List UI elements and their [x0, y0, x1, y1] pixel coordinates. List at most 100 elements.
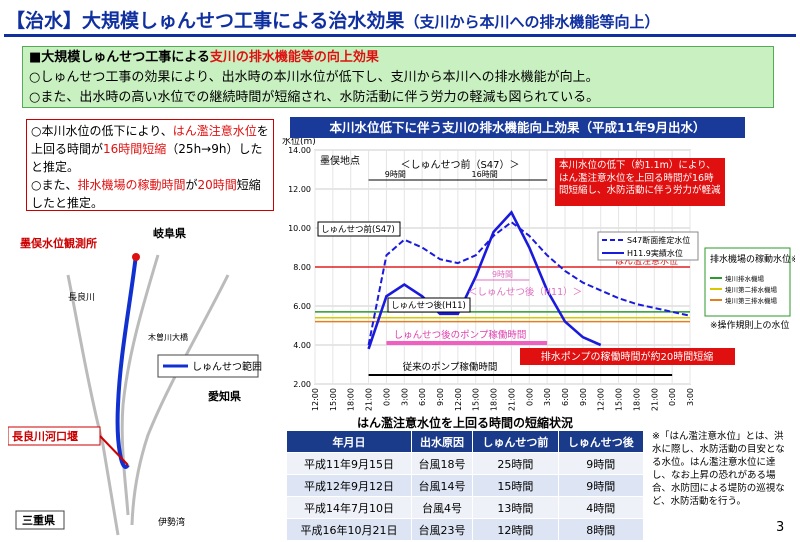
text: ○本川水位の低下により、 [31, 124, 173, 138]
x-tick-label: 12:00 [311, 388, 320, 411]
x-tick-label: 12:00 [597, 388, 606, 411]
summary-line: ○しゅんせつ工事の効果により、出水時の本川水位が低下し、支川から本川への排水機能… [29, 70, 599, 85]
x-tick-label: 18:00 [347, 388, 356, 411]
series-line [367, 220, 691, 346]
table-row: 平成11年9月15日 台風18号 25時間 9時間 [286, 452, 645, 475]
map-label: 木曽川大橋 [148, 332, 188, 342]
map-label: 三重県 [22, 513, 55, 527]
legend-label: 境川第三排水機場 [725, 296, 778, 305]
summary-line: ○また、出水時の高い水位での継続時間が短縮され、水防活動に伴う労力の軽減も図られ… [29, 90, 600, 105]
annotation: 9時間 [492, 270, 513, 279]
map-label: 長良川河口堰 [12, 429, 78, 443]
annotation: しゅんせつ後のポンプ稼働時間 [394, 329, 527, 341]
header-cell: 出水原因 [410, 430, 474, 453]
series-line [367, 210, 602, 350]
annotation: しゅんせつ前(S47) [321, 224, 395, 235]
x-tick-label: 3:00 [400, 388, 409, 406]
title-main: 【治水】大規模しゅんせつ工事による治水効果 [6, 10, 405, 32]
map-label: 愛知県 [208, 389, 241, 403]
table-row: 平成16年10月21日 台風23号 12時間 8時間 [286, 518, 645, 541]
chart: 水位(m) 2.00 4.00 6.00 8.00 10.00 12.00 14.00 12:0… [282, 138, 795, 411]
text: ■大規模しゅんせつ工事による [29, 50, 210, 65]
cell: 15時間 [472, 474, 559, 497]
cell: 台風4号 [410, 496, 474, 519]
annotation: しゅんせつ後(H11) [391, 300, 466, 311]
x-tick-label: 15:00 [472, 388, 481, 411]
note: ○また、排水機場の稼動時間が20時間短縮したと推定。 [31, 176, 269, 212]
y-tick-label: 2.00 [293, 380, 311, 389]
x-tick-label: 6:00 [561, 388, 570, 406]
cell: 平成16年10月21日 [286, 518, 412, 541]
y-axis-label: 水位(m) [282, 138, 316, 147]
x-tick-label: 0:00 [668, 388, 677, 406]
x-tick-label: 21:00 [650, 388, 659, 411]
notes-box: ○本川水位の低下により、はん濫注意水位を上回る時間が16時間短縮（25h→9h）… [26, 119, 274, 211]
page-number: 3 [776, 520, 785, 535]
text: 短縮したと推定。 [31, 178, 261, 210]
title-sub: （支川から本川への排水機能等向上） [404, 13, 660, 31]
chart-title: 本川水位低下に伴う支川の排水機能向上効果（平成11年9月出水） [290, 117, 745, 138]
mie-box [15, 510, 65, 530]
y-tick-label: 4.00 [293, 341, 311, 350]
text: 排水機場の稼動時間 [77, 178, 186, 192]
pointer [99, 435, 129, 466]
y-tick-label: 14.00 [288, 146, 311, 155]
river [120, 254, 160, 516]
text: 支川の排水機能等の向上効果 [209, 50, 379, 65]
footnote: ※「はん濫注意水位」とは、洪水に際し、水防活動の目安となる水位。はん濫注意水位に… [652, 431, 785, 507]
x-tick-label: 0:00 [525, 388, 534, 406]
annotation: 9時間 [385, 170, 406, 179]
x-tick-label: 6:00 [418, 388, 427, 406]
cell: 8時間 [557, 518, 645, 541]
map-label: しゅんせつ範囲 [192, 360, 262, 373]
x-tick-label: 15:00 [329, 388, 338, 411]
map: 墨俣水位観測所 岐阜県 長良川 木曽川大橋 しゅんせつ範囲 愛知県 長良川河口堰… [8, 215, 278, 540]
table-title: はん濫注意水位を上回る時間の短縮状況 [356, 416, 573, 430]
x-tick-label: 21:00 [365, 388, 374, 411]
text: 20時間 [197, 178, 237, 192]
x-tick-label: 18:00 [632, 388, 641, 411]
x-tick-label: 3:00 [543, 388, 552, 406]
cell: 平成14年7月10日 [286, 496, 412, 519]
y-tick-label: 8.00 [293, 263, 311, 272]
cell: 平成11年9月15日 [286, 452, 412, 475]
cell: 台風23号 [410, 518, 474, 541]
cell: 9時間 [557, 452, 645, 475]
map-label: 長良川 [68, 291, 95, 303]
x-tick-label: 12:00 [454, 388, 463, 411]
cell: 9時間 [557, 474, 645, 497]
annotation: 従来のポンプ稼働時間 [403, 361, 498, 373]
y-tick-label: 12.00 [288, 185, 311, 194]
legend-label: S47断面推定水位 [627, 235, 690, 245]
x-tick-label: 18:00 [490, 388, 499, 411]
cell: 台風14号 [410, 474, 474, 497]
location: 墨俣地点 [320, 154, 360, 167]
cell: 25時間 [472, 452, 559, 475]
station-marker [132, 253, 140, 261]
summary-box: ■大規模しゅんせつ工事による支川の排水機能等の向上効果 ○しゅんせつ工事の効果に… [22, 46, 774, 108]
header-cell: しゅんせつ前 [472, 430, 559, 453]
map-label: 墨俣水位観測所 [20, 236, 97, 250]
table-row: 平成14年7月10日 台風4号 13時間 4時間 [286, 496, 645, 519]
y-tick-label: 6.00 [293, 302, 311, 311]
text: を上回る時間が [31, 124, 269, 156]
x-tick-label: 9:00 [579, 388, 588, 406]
cell: 台風18号 [410, 452, 474, 475]
red-box-text: 本川水位の低下（約1.1m）により、はん濫注意水位を上回る時間が16時間短縮し、… [555, 158, 725, 206]
title: 【治水】大規模しゅんせつ工事による治水効果（支川から本川への排水機能等向上） [6, 6, 659, 33]
cell: 4時間 [557, 496, 645, 519]
legend-label: H11.9実績水位 [627, 248, 683, 258]
dredge-range [115, 254, 138, 469]
river [130, 274, 230, 526]
cell: 12時間 [472, 518, 559, 541]
x-tick-label: 15:00 [615, 388, 624, 411]
annotation: ＜しゅんせつ前（S47）＞ [400, 158, 519, 171]
legend-label: 境川第二排水機場 [725, 285, 778, 294]
text: （25h→9h）したと推定。 [31, 142, 263, 174]
table: 年月日 出水原因 しゅんせつ前 しゅんせつ後 平成11年9月15日 台風18号 25時間 9時… [286, 430, 645, 541]
cell: 平成12年9月12日 [286, 474, 412, 497]
map-label: 伊勢湾 [158, 516, 185, 528]
legend-label: 境川排水機場 [725, 274, 765, 283]
legend [597, 231, 699, 261]
